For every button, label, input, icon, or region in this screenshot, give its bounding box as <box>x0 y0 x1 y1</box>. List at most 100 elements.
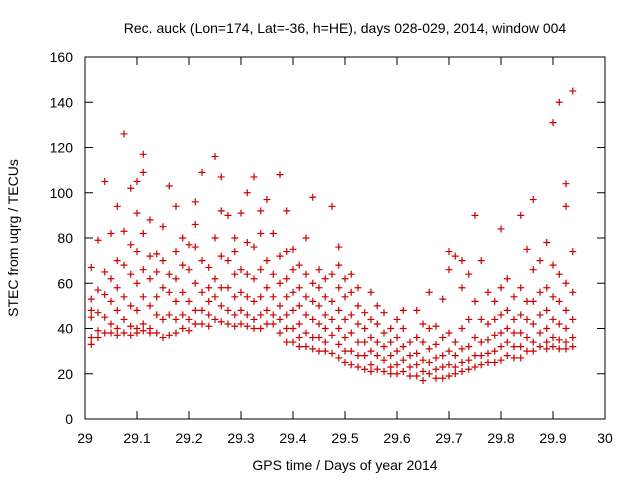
data-point <box>283 325 291 332</box>
data-point <box>269 320 277 328</box>
x-tick-label: 29.7 <box>435 430 462 446</box>
data-point <box>283 293 291 301</box>
data-point <box>510 354 518 362</box>
data-point <box>380 329 388 337</box>
y-tick-label: 0 <box>65 411 73 427</box>
data-point <box>243 293 251 301</box>
data-point <box>517 329 525 337</box>
data-point <box>529 297 537 305</box>
y-tick-label: 120 <box>50 140 74 156</box>
data-point <box>562 202 570 210</box>
data-point <box>347 361 355 369</box>
data-point <box>335 243 343 251</box>
data-point <box>133 209 141 217</box>
data-point <box>185 327 193 335</box>
data-point <box>289 266 297 274</box>
data-point <box>191 320 199 328</box>
data-point <box>133 329 141 337</box>
data-point <box>191 279 199 287</box>
data-point <box>419 320 427 328</box>
data-point <box>529 338 537 346</box>
data-point <box>276 329 284 337</box>
data-point <box>224 320 232 328</box>
data-point <box>439 363 447 371</box>
data-point <box>341 334 349 342</box>
data-point <box>250 275 258 283</box>
data-point <box>451 252 459 260</box>
data-point <box>185 297 193 305</box>
data-point <box>120 315 128 323</box>
data-point <box>321 338 329 346</box>
data-point <box>497 284 505 292</box>
data-point <box>361 338 369 346</box>
data-point <box>406 352 414 360</box>
data-point <box>87 306 95 314</box>
data-point <box>257 266 265 274</box>
data-point <box>543 306 551 314</box>
x-tick-label: 29.1 <box>123 430 150 446</box>
data-point <box>549 261 557 269</box>
data-point <box>387 325 395 332</box>
data-point <box>302 234 310 242</box>
data-point <box>491 315 499 323</box>
data-point <box>477 257 485 265</box>
data-point <box>231 270 239 278</box>
data-point <box>335 284 343 292</box>
data-point <box>380 343 388 351</box>
y-axis-label: STEC from uqrg / TECUs <box>5 159 21 317</box>
data-point <box>328 270 336 278</box>
data-point <box>127 302 135 310</box>
data-point <box>361 365 369 373</box>
data-point <box>425 370 433 378</box>
data-point <box>321 275 329 283</box>
data-point <box>413 334 421 342</box>
data-point <box>387 363 395 371</box>
data-point <box>471 352 479 360</box>
data-point <box>347 311 355 319</box>
data-point <box>380 356 388 364</box>
data-point <box>289 288 297 296</box>
data-point <box>231 322 239 330</box>
data-point <box>139 150 147 158</box>
data-point <box>543 325 551 332</box>
data-point <box>445 361 453 369</box>
data-point <box>491 347 499 355</box>
data-point <box>243 270 251 278</box>
data-point <box>529 196 537 204</box>
data-point <box>465 356 473 364</box>
data-point <box>198 168 206 176</box>
data-point <box>536 311 544 319</box>
data-point <box>439 374 447 382</box>
y-tick-label: 20 <box>57 366 73 382</box>
data-point <box>393 315 401 323</box>
data-point <box>179 234 187 242</box>
data-point <box>341 293 349 301</box>
data-point <box>354 284 362 292</box>
data-point <box>523 347 531 355</box>
data-point <box>165 182 173 190</box>
data-point <box>231 234 239 242</box>
data-point <box>503 325 511 332</box>
data-point <box>549 343 557 351</box>
data-point <box>257 207 265 215</box>
data-point <box>451 338 459 346</box>
data-point <box>503 306 511 314</box>
data-point <box>269 293 277 301</box>
data-point <box>387 338 395 346</box>
data-point <box>139 293 147 301</box>
data-point <box>341 275 349 283</box>
data-point <box>224 284 232 292</box>
data-point <box>380 309 388 317</box>
data-point <box>269 270 277 278</box>
data-point <box>477 315 485 323</box>
data-point <box>295 284 303 292</box>
data-point <box>432 340 440 348</box>
data-point <box>413 349 421 357</box>
data-point <box>289 306 297 314</box>
data-point <box>127 184 135 192</box>
data-point <box>276 252 284 260</box>
data-point <box>425 288 433 296</box>
data-point <box>172 329 180 337</box>
data-point <box>503 352 511 360</box>
data-point <box>477 361 485 369</box>
